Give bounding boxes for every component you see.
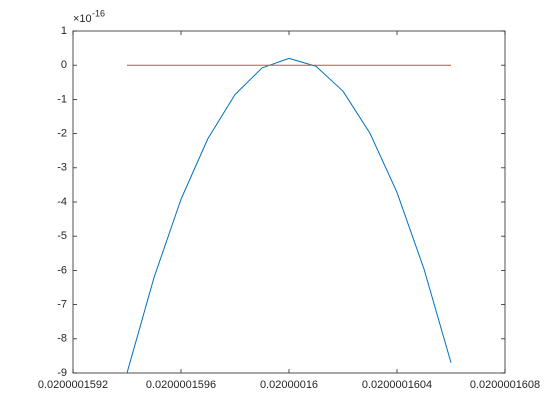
x-tick-label: 0.0200001592 <box>38 379 108 391</box>
y-tick-label: 1 <box>61 25 67 37</box>
x-tick-label: 0.0200001604 <box>362 379 432 391</box>
axis-exponent: -16 <box>92 8 105 18</box>
y-tick-label: -3 <box>57 162 67 174</box>
y-tick-label: -7 <box>57 299 67 311</box>
y-tick-label: -9 <box>57 367 67 379</box>
y-tick-label: -4 <box>57 196 67 208</box>
y-tick-label: -2 <box>57 128 67 140</box>
y-tick-label: -8 <box>57 333 67 345</box>
y-tick-label: -1 <box>57 93 67 105</box>
series-line <box>126 57 452 374</box>
axis-exponent-base: ×10 <box>73 13 92 25</box>
y-tick-label: 0 <box>61 59 67 71</box>
x-tick-label: 0.0200001596 <box>146 379 216 391</box>
y-tick-label: -5 <box>57 230 67 242</box>
y-tick-label: -6 <box>57 264 67 276</box>
x-tick-label: 0.0200001608 <box>470 379 540 391</box>
x-tick-label: 0.02000016 <box>260 379 318 391</box>
